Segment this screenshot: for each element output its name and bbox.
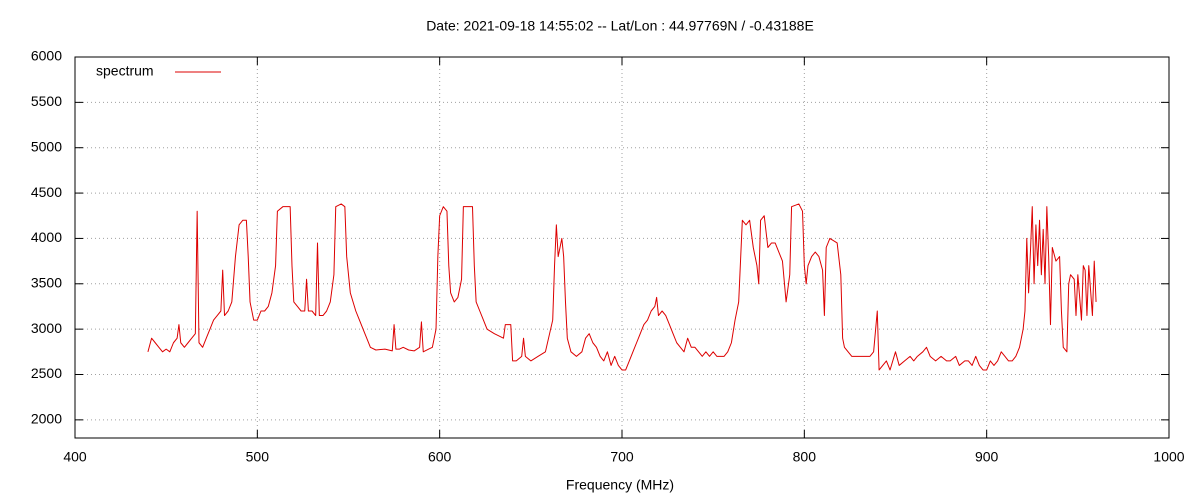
- spectrum-line: [147, 203, 1097, 371]
- x-tick-label: 800: [793, 449, 817, 465]
- x-tick-label: 400: [63, 449, 87, 465]
- legend-label: spectrum: [96, 63, 154, 79]
- y-tick-label: 5000: [31, 138, 62, 154]
- chart-title: Date: 2021-09-18 14:55:02 -- Lat/Lon : 4…: [426, 18, 814, 34]
- y-tick-label: 4500: [31, 184, 62, 200]
- x-tick-label: 700: [610, 449, 634, 465]
- x-tick-label: 900: [975, 449, 999, 465]
- y-tick-label: 6000: [31, 48, 62, 64]
- y-tick-label: 2000: [31, 411, 62, 427]
- x-tick-label: 500: [246, 449, 270, 465]
- y-tick-label: 2500: [31, 365, 62, 381]
- plot-border: [74, 56, 1170, 439]
- y-tick-label: 3500: [31, 274, 62, 290]
- x-axis-label: Frequency (MHz): [566, 477, 674, 493]
- x-tick-label: 600: [428, 449, 452, 465]
- y-tick-label: 4000: [31, 229, 62, 245]
- y-tick-label: 5500: [31, 93, 62, 109]
- x-tick-label: 1000: [1153, 449, 1184, 465]
- y-tick-label: 3000: [31, 320, 62, 336]
